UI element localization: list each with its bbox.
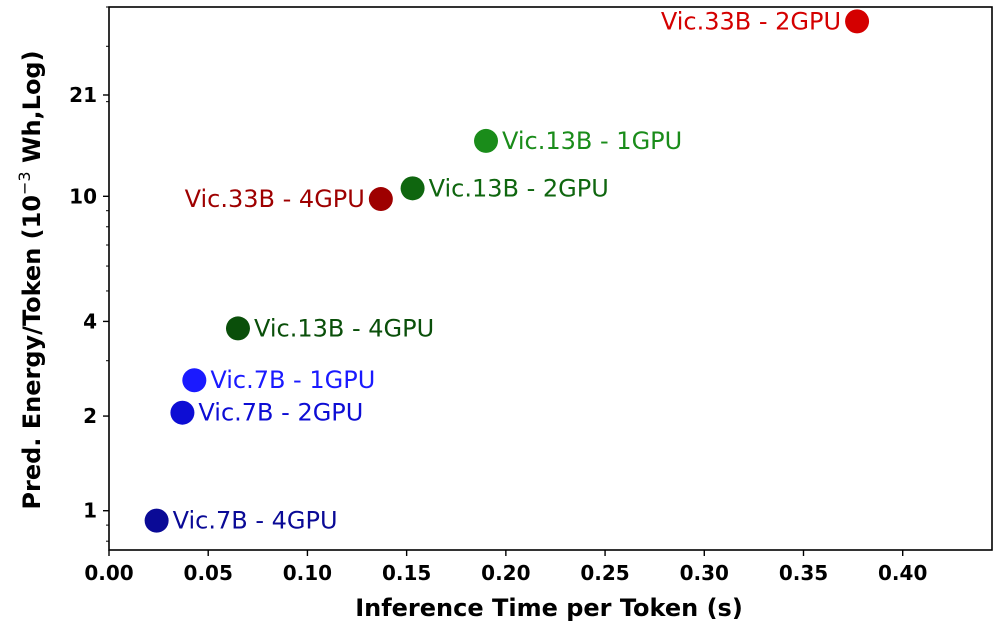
point-label: Vic.7B - 1GPU	[210, 366, 375, 394]
x-tick-label: 0.10	[283, 561, 332, 585]
point-label: Vic.7B - 4GPU	[173, 507, 338, 535]
y-tick-label: 2	[83, 404, 97, 428]
x-axis: 0.00 0.05 0.10 0.15 0.20 0.25 0.30 0.35 0.40	[84, 550, 927, 585]
x-axis-label: Inference Time per Token (s)	[355, 594, 743, 622]
scatter-point	[182, 368, 207, 393]
point-label: Vic.13B - 1GPU	[502, 127, 682, 155]
y-tick-label: 21	[69, 83, 97, 107]
scatter-point	[474, 128, 499, 153]
scatter-point	[170, 400, 195, 425]
x-tick-label: 0.25	[580, 561, 629, 585]
point-label: Vic.7B - 2GPU	[198, 399, 363, 427]
scatter-point	[368, 187, 393, 212]
minor-ticks	[106, 6, 109, 542]
point-label: Vic.13B - 2GPU	[429, 174, 609, 202]
y-axis-label-prefix: Pred. Energy/Token (10	[18, 195, 46, 510]
y-axis-label-exponent: −3	[15, 171, 34, 195]
scatter-point	[225, 316, 250, 341]
y-tick-label: 10	[69, 184, 97, 208]
x-tick-label: 0.35	[779, 561, 828, 585]
x-tick-label: 0.20	[481, 561, 530, 585]
plot-frame	[108, 6, 993, 551]
x-tick-label: 0.30	[680, 561, 729, 585]
y-tick-label: 1	[83, 499, 97, 523]
scatter-point	[144, 508, 169, 533]
x-tick-label: 0.05	[184, 561, 233, 585]
x-tick-label: 0.00	[84, 561, 133, 585]
y-tick-label: 4	[83, 309, 97, 333]
y-axis-label-suffix: Wh,Log)	[18, 50, 46, 171]
point-label: Vic.13B - 4GPU	[254, 314, 434, 342]
point-label: Vic.33B - 4GPU	[185, 185, 365, 213]
y-axis: 1 2 4 10 21	[69, 83, 109, 523]
data-points: Vic.33B - 2GPU Vic.13B - 1GPU Vic.13B - 2G…	[144, 7, 870, 535]
x-tick-label: 0.15	[382, 561, 431, 585]
scatter-point	[400, 176, 425, 201]
point-label: Vic.33B - 2GPU	[661, 7, 841, 35]
scatter-point	[845, 9, 870, 34]
y-axis-label: Pred. Energy/Token (10−3 Wh,Log)	[15, 50, 46, 509]
x-tick-label: 0.40	[878, 561, 927, 585]
